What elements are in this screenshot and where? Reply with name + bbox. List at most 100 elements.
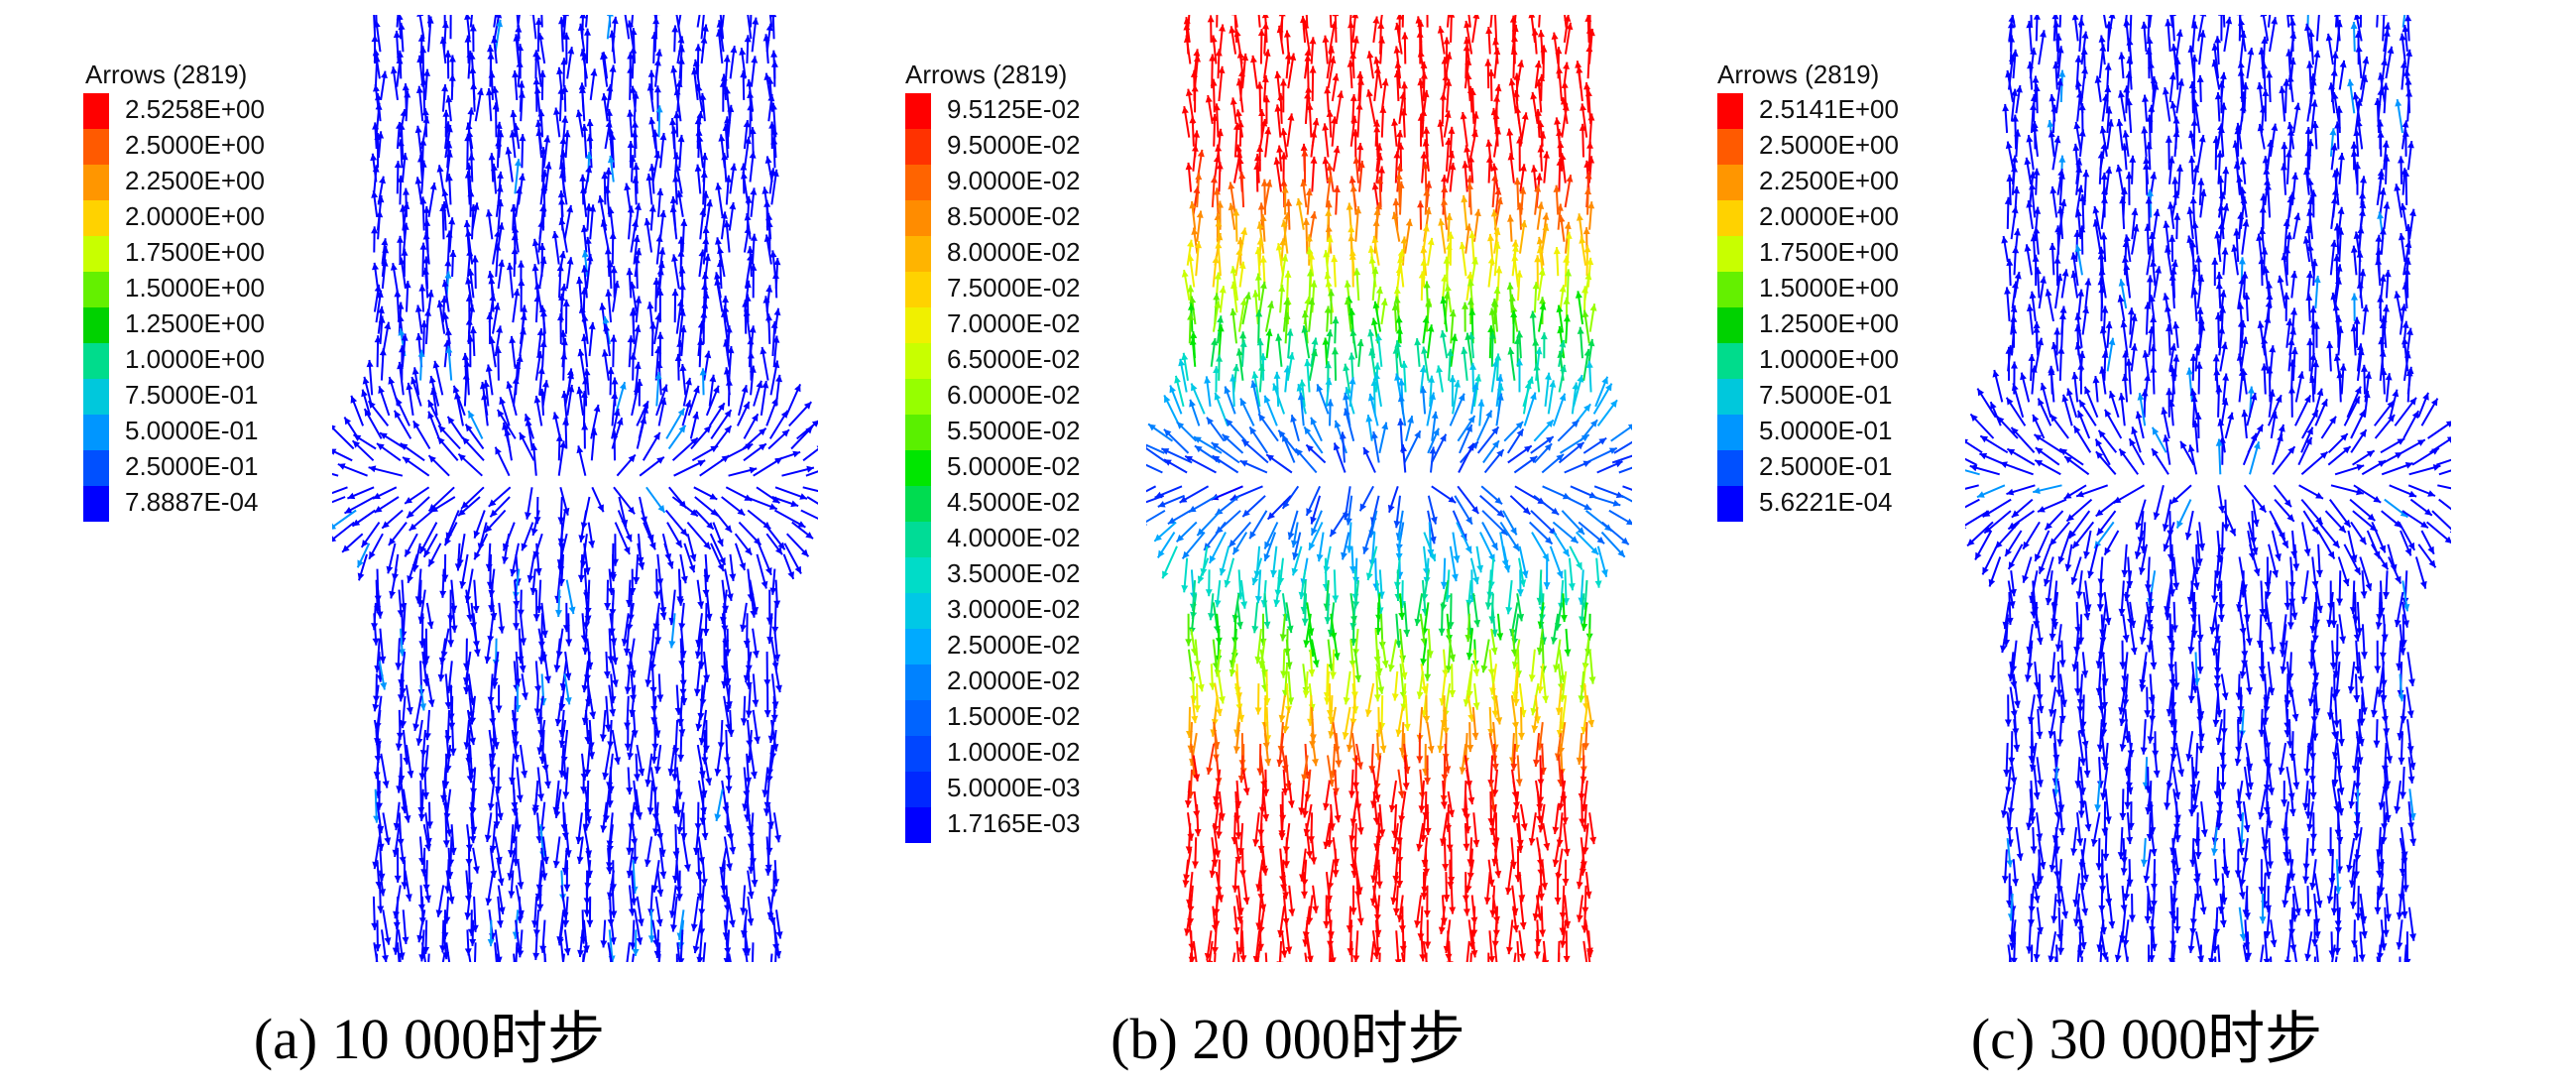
legend-label: 7.0000E-02 <box>947 308 1081 338</box>
legend-swatch <box>905 165 931 200</box>
arrow-group <box>1965 15 2451 962</box>
legend-swatch <box>905 807 931 843</box>
legend-label: 5.0000E-01 <box>1759 416 1893 445</box>
legend-swatch <box>905 379 931 415</box>
legend-swatch <box>83 272 109 307</box>
legend-swatch <box>905 629 931 665</box>
legend-label: 3.5000E-02 <box>947 558 1081 588</box>
legend-label: 1.2500E+00 <box>1759 308 1899 338</box>
legend-swatch <box>905 200 931 236</box>
legend-swatch <box>905 236 931 272</box>
legend-label: 6.0000E-02 <box>947 380 1081 410</box>
panel-a: Arrows (2819) 2.5258E+00 2.5000E+00 2.2500… <box>0 0 859 1089</box>
legend-label: 1.7500E+00 <box>125 237 265 267</box>
legend-swatch <box>905 522 931 557</box>
legend-swatch <box>905 343 931 379</box>
arrow-field <box>332 15 818 962</box>
legend-swatch <box>905 450 931 486</box>
legend-title: Arrows (2819) <box>1717 60 1880 89</box>
legend-label: 4.5000E-02 <box>947 487 1081 517</box>
legend-swatch <box>83 379 109 415</box>
legend-swatch <box>83 415 109 450</box>
caption: (b) 20 000时步 <box>1111 1007 1465 1071</box>
legend-swatch <box>1717 450 1743 486</box>
panel-c: Arrows (2819) 2.5141E+00 2.5000E+00 2.2500… <box>1717 0 2576 1089</box>
arrow-group <box>332 15 818 962</box>
legend-label: 9.5000E-02 <box>947 130 1081 160</box>
legend-swatch <box>83 343 109 379</box>
legend-label: 1.5000E+00 <box>125 273 265 302</box>
legend-swatch <box>83 486 109 522</box>
legend-swatch <box>83 450 109 486</box>
legend-swatch <box>905 129 931 165</box>
legend-label: 2.5141E+00 <box>1759 94 1899 124</box>
legend-label: 5.5000E-02 <box>947 416 1081 445</box>
legend-label: 7.5000E-01 <box>1759 380 1893 410</box>
legend-swatch <box>1717 200 1743 236</box>
legend-label: 5.6221E-04 <box>1759 487 1893 517</box>
legend-label: 2.5000E+00 <box>1759 130 1899 160</box>
legend-swatch <box>905 486 931 522</box>
legend-label: 1.2500E+00 <box>125 308 265 338</box>
caption: (c) 30 000时步 <box>1970 1007 2323 1071</box>
legend-label: 9.0000E-02 <box>947 166 1081 195</box>
legend-label: 1.0000E+00 <box>125 344 265 374</box>
legend-label: 1.0000E-02 <box>947 737 1081 767</box>
legend-swatch <box>1717 307 1743 343</box>
legend-label: 5.0000E-01 <box>125 416 259 445</box>
legend-swatch <box>905 415 931 450</box>
legend-title: Arrows (2819) <box>905 60 1068 89</box>
arrow-field <box>1965 15 2451 962</box>
legend-swatch <box>1717 343 1743 379</box>
legend-swatch <box>83 165 109 200</box>
legend-swatch <box>905 272 931 307</box>
legend-swatch <box>1717 129 1743 165</box>
legend-swatch <box>1717 272 1743 307</box>
arrow-group <box>1146 15 1632 962</box>
legend-swatch <box>905 93 931 129</box>
legend-label: 5.0000E-03 <box>947 773 1081 802</box>
legend-label: 1.5000E-02 <box>947 701 1081 731</box>
legend-swatch <box>1717 236 1743 272</box>
legend-swatch <box>83 236 109 272</box>
legend-swatch <box>1717 379 1743 415</box>
legend-title: Arrows (2819) <box>85 60 248 89</box>
legend-swatch <box>1717 415 1743 450</box>
panel-b: Arrows (2819) 9.5125E-02 9.5000E-02 9.0000… <box>859 0 1717 1089</box>
legend-label: 1.0000E+00 <box>1759 344 1899 374</box>
legend-swatch <box>905 772 931 807</box>
legend-label: 2.5000E+00 <box>125 130 265 160</box>
legend-label: 1.5000E+00 <box>1759 273 1899 302</box>
legend-swatch <box>1717 486 1743 522</box>
legend-label: 5.0000E-02 <box>947 451 1081 481</box>
legend-swatch <box>83 307 109 343</box>
legend-label: 2.5000E-01 <box>1759 451 1893 481</box>
legend-label: 2.2500E+00 <box>125 166 265 195</box>
legend-swatch <box>905 593 931 629</box>
legend-label: 2.5000E-02 <box>947 630 1081 660</box>
legend-label: 7.5000E-01 <box>125 380 259 410</box>
legend-swatch <box>83 129 109 165</box>
legend-swatch <box>905 307 931 343</box>
caption: (a) 10 000时步 <box>253 1007 606 1071</box>
legend-label: 7.8887E-04 <box>125 487 259 517</box>
legend-swatch <box>905 700 931 736</box>
legend-swatch <box>1717 93 1743 129</box>
legend-label: 2.5258E+00 <box>125 94 265 124</box>
legend-swatch <box>905 557 931 593</box>
legend-swatch <box>1717 165 1743 200</box>
arrow-field <box>1146 15 1632 962</box>
legend-label: 2.5000E-01 <box>125 451 259 481</box>
legend-label: 2.0000E-02 <box>947 666 1081 695</box>
legend-swatch <box>905 665 931 700</box>
legend-label: 6.5000E-02 <box>947 344 1081 374</box>
legend-label: 9.5125E-02 <box>947 94 1081 124</box>
legend-label: 7.5000E-02 <box>947 273 1081 302</box>
legend-swatch <box>83 200 109 236</box>
legend-label: 2.0000E+00 <box>125 201 265 231</box>
legend-label: 2.0000E+00 <box>1759 201 1899 231</box>
legend-swatch <box>905 736 931 772</box>
legend-label: 8.5000E-02 <box>947 201 1081 231</box>
legend-label: 1.7500E+00 <box>1759 237 1899 267</box>
legend-label: 2.2500E+00 <box>1759 166 1899 195</box>
